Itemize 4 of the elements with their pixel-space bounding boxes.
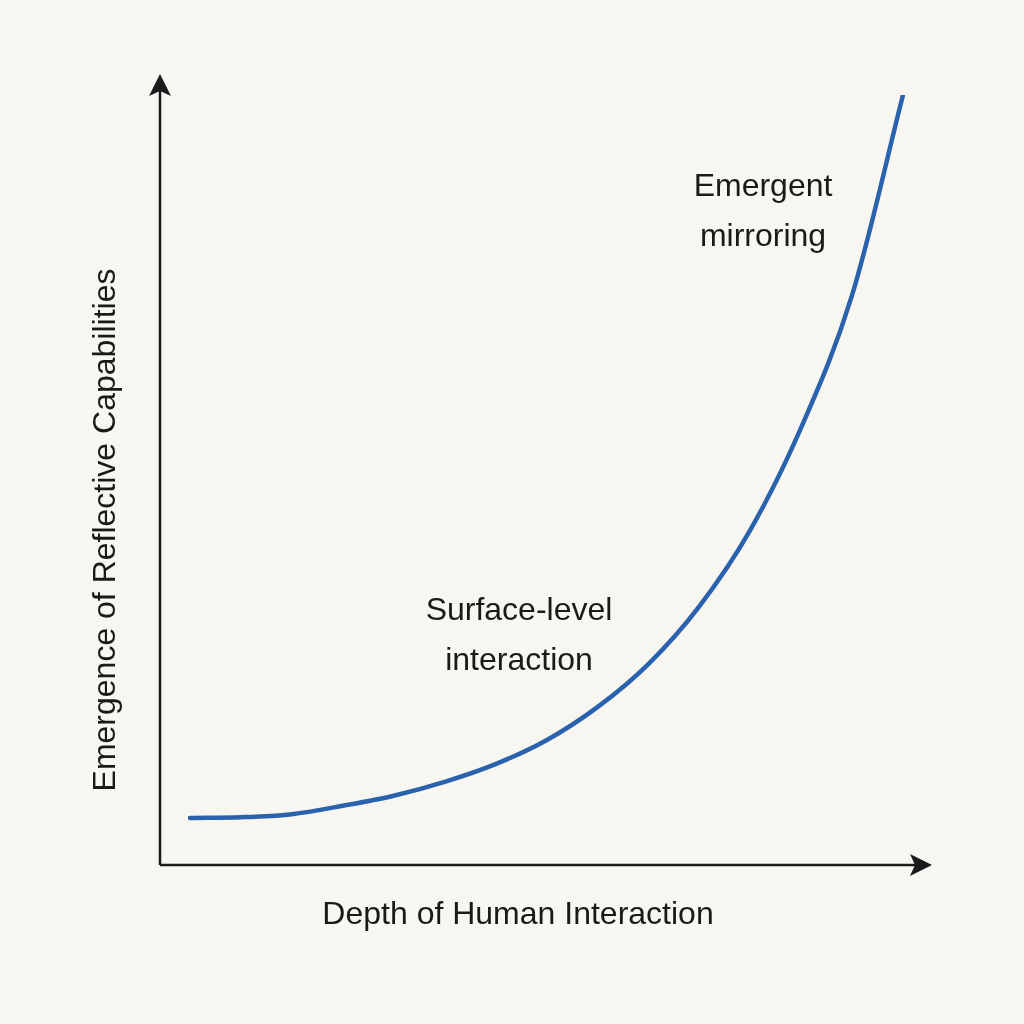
annotation: Emergent mirroring <box>693 166 833 253</box>
annotation: Surface-level interaction <box>425 590 613 677</box>
y-axis-title: Emergence of Reflective Capabilities <box>85 268 122 792</box>
x-axis-title: Depth of Human Interaction <box>322 894 714 931</box>
